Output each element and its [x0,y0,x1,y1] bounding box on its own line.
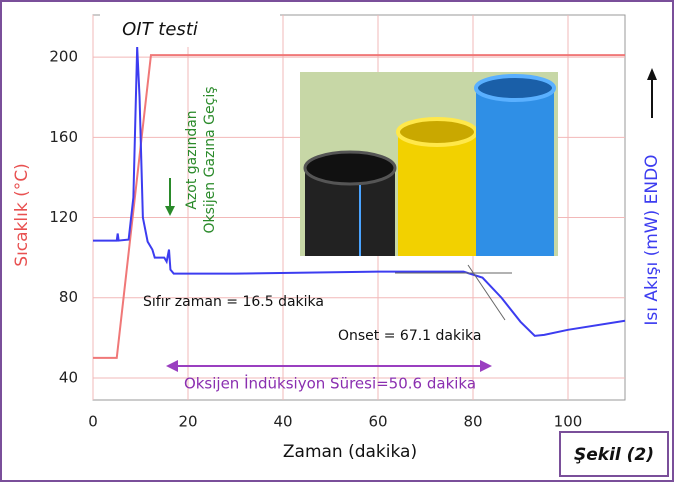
pipe-yellow [396,117,478,256]
x-tick-label: 0 [88,413,98,431]
x-axis-label: Zaman (dakika) [283,442,417,462]
y-tick-label: 40 [59,368,78,386]
figure-label-box [559,431,669,477]
figure-label: Şekil (2) [574,445,654,465]
annotation: Azot gazından [184,110,200,209]
annotation: Onset = 67.1 dakika [338,328,481,344]
x-tick-label: 20 [178,413,197,431]
x-tick-label: 100 [554,413,583,431]
onset-tangent [467,264,506,321]
series-line [93,47,626,337]
switch-arrowhead [165,206,175,216]
annotation: Sıfır zaman = 16.5 dakika [143,294,324,310]
x-tick-label: 80 [463,413,482,431]
annotation: Oksijen İndüksiyon Süresi=50.6 dakika [184,374,476,393]
pipe-blue [474,74,556,256]
title-box [100,13,280,47]
oit-arrowhead-right [480,360,492,372]
endo-arrowhead [647,68,657,80]
chart-title: OIT testi [122,19,198,40]
pipe-black [303,150,397,256]
oit-arrowhead-left [166,360,178,372]
x-tick-label: 40 [273,413,292,431]
y-tick-label: 80 [59,288,78,306]
x-tick-label: 60 [368,413,387,431]
y-tick-label: 200 [49,48,78,66]
y2-axis-label: Isı Akışı (mW) ENDO [642,154,662,325]
y-tick-label: 120 [49,208,78,226]
series-line [93,54,625,359]
annotation: Oksijen Gazına Geçiş [202,86,218,233]
y-axis-label: Sıcaklık (°C) [12,163,32,266]
y-tick-label: 160 [49,128,78,146]
